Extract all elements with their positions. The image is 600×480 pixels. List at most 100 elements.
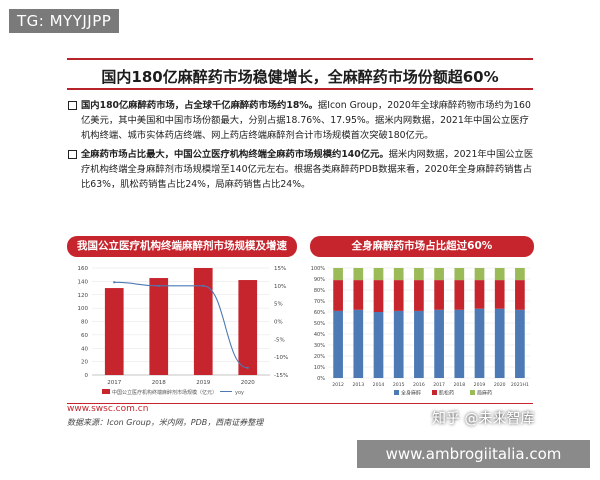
stacked-bar-segment (414, 268, 424, 281)
zhihu-watermark: 知乎 @未来智库 (432, 411, 535, 427)
y-tick-label: 140 (78, 279, 89, 285)
y-tick-label: 100% (311, 266, 326, 272)
legend-swatch (432, 390, 437, 395)
legend-swatch-bar (102, 389, 110, 394)
bullet-lead: 全麻药市场占比最大，中国公立医疗机构终端全麻药市场规模约140亿元。 (81, 149, 389, 160)
x-tick-label: 2019 (196, 380, 210, 386)
stacked-bar-segment (454, 309, 465, 378)
checkbox-icon (68, 150, 77, 159)
bullet-item: 全麻药市场占比最大，中国公立医疗机构终端全麻药市场规模约140亿元。据米内网数据… (67, 147, 537, 192)
x-tick-label: 2014 (373, 382, 385, 388)
stacked-bar-segment (434, 280, 444, 310)
stacked-bar-segment (494, 280, 505, 309)
bullet-lead: 国内180亿麻醉药市场，占全球千亿麻醉药市场约18%。 (81, 100, 318, 111)
x-tick-label: 2020 (241, 380, 255, 386)
y-tick-label: 10% (314, 365, 325, 371)
stacked-bar-segment (393, 280, 404, 311)
bullet-list: 国内180亿麻醉药市场，占全球千亿麻醉药市场约18%。据Icon Group，2… (67, 98, 537, 196)
y2-tick-label: -10% (274, 355, 288, 361)
y-tick-label: 90% (314, 277, 325, 283)
y-tick-label: 60 (81, 333, 88, 339)
title-rule-top (67, 58, 533, 60)
y2-tick-label: 10% (274, 284, 286, 290)
bar (238, 280, 258, 375)
bar (149, 278, 169, 375)
x-tick-label: 2018 (152, 380, 166, 386)
stacked-bar-segment (333, 280, 343, 311)
stacked-bar-segment (353, 268, 364, 281)
y-tick-label: 20 (81, 360, 88, 366)
stacked-bar-segment (434, 268, 444, 281)
legend-label: 全身麻醉 (401, 390, 421, 397)
stacked-bar-segment (515, 268, 525, 281)
stacked-bar-segment (515, 309, 525, 378)
stacked-bar-segment (454, 280, 465, 310)
y-tick-label: 160 (78, 266, 89, 272)
x-tick-label: 2017 (107, 380, 121, 386)
stacked-bar-segment (474, 308, 485, 378)
data-source-note: 数据来源：Icon Group，米内网，PDB，西南证券整理 (67, 418, 264, 427)
checkbox-icon (68, 101, 77, 110)
x-tick-label: 2012 (332, 382, 344, 388)
y-tick-label: 0% (317, 376, 325, 382)
bar (104, 288, 124, 375)
y-tick-label: 0 (85, 373, 89, 379)
footer-url[interactable]: www.swsc.com.cn (67, 404, 149, 414)
y-tick-label: 50% (314, 321, 325, 327)
y2-tick-label: 15% (274, 266, 286, 272)
bullet-body: 据米内网数据，2021年中国公立医疗机构终端全身麻醉剂市场规模增至140亿元左右… (81, 149, 534, 190)
y-tick-label: 40% (314, 332, 325, 338)
stacked-bar-segment (494, 308, 505, 378)
x-tick-label: 2021H1 (511, 382, 529, 388)
footer-rule (67, 403, 533, 404)
y-tick-label: 30% (314, 343, 325, 349)
yoy-point (202, 284, 205, 287)
y-tick-label: 100 (78, 306, 89, 312)
page-title: 国内180亿麻醉药市场稳健增长，全麻醉药市场份额超60% (101, 68, 499, 86)
x-tick-label: 2017 (433, 382, 445, 388)
y2-tick-label: 0% (274, 320, 283, 326)
legend-label-bar: 中国公立医疗机构终端麻醉剂市场规模（亿元） (112, 389, 217, 396)
x-tick-label: 2018 (453, 382, 465, 388)
bullet-item: 国内180亿麻醉药市场，占全球千亿麻醉药市场约18%。据Icon Group，2… (67, 98, 537, 143)
x-tick-label: 2015 (393, 382, 405, 388)
x-tick-label: 2016 (413, 382, 425, 388)
yoy-line (114, 281, 248, 369)
y-tick-label: 60% (314, 310, 325, 316)
stacked-bar-segment (353, 280, 364, 310)
y-tick-label: 80 (81, 320, 88, 326)
stacked-bar-segment (333, 310, 343, 378)
x-tick-label: 2020 (494, 382, 506, 388)
yoy-point (157, 284, 160, 287)
stacked-bar-segment (494, 268, 505, 281)
anesthesia-share-chart: 0% 10% 20% 30% 40% 50% 60% 70% 80% 90% 100% 2012 20… (311, 266, 530, 397)
stacked-bar-segment (373, 312, 384, 378)
y-tick-label: 70% (314, 299, 325, 305)
legend-label-line: yoy (235, 390, 244, 396)
y-tick-label: 40 (81, 346, 88, 352)
x-tick-label: 2019 (474, 382, 486, 388)
stacked-bar-segment (414, 280, 424, 311)
stacked-bar-segment (434, 309, 444, 378)
legend-label: 局麻药 (477, 390, 492, 397)
stacked-bar-segment (393, 310, 404, 378)
left-chart-title: 我国公立医疗机构终端麻醉剂市场规模及增速 (67, 236, 297, 257)
stacked-bar-segment (515, 280, 525, 310)
right-chart-title: 全身麻醉药市场占比超过60% (310, 236, 534, 257)
legend-label: 肌松药 (439, 390, 454, 397)
yoy-point (113, 281, 116, 284)
stacked-bar-segment (474, 268, 485, 281)
stacked-bar-segment (454, 268, 465, 281)
legend-swatch (394, 390, 399, 395)
site-watermark: www.ambrogiitalia.com (357, 440, 590, 468)
stacked-bar-segment (333, 268, 343, 281)
stacked-bar-segment (373, 280, 384, 312)
legend-swatch (470, 390, 475, 395)
market-size-chart: 0 20 40 60 80 100 120 140 160 -15% -10% -5% 0% 5% 10%… (78, 266, 289, 396)
title-rule-bottom (67, 88, 533, 90)
stacked-bar-segment (474, 280, 485, 309)
y2-tick-label: 5% (274, 302, 283, 308)
y2-tick-label: -15% (274, 373, 288, 379)
y-tick-label: 120 (78, 293, 89, 299)
stacked-bar-segment (414, 310, 424, 378)
